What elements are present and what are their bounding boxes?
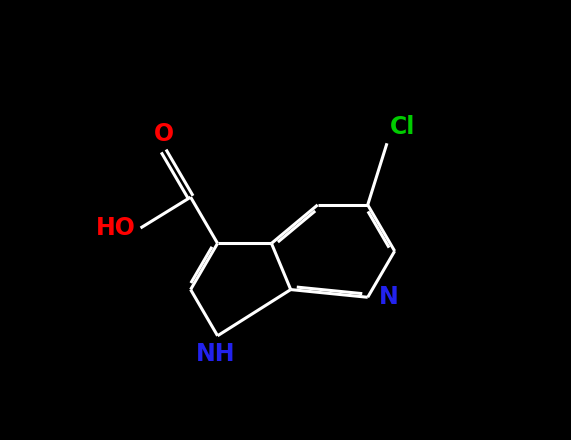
Text: HO: HO [96,216,136,240]
Text: NH: NH [196,341,235,366]
Text: Cl: Cl [390,115,416,139]
Text: O: O [154,122,174,147]
Text: N: N [379,285,398,309]
